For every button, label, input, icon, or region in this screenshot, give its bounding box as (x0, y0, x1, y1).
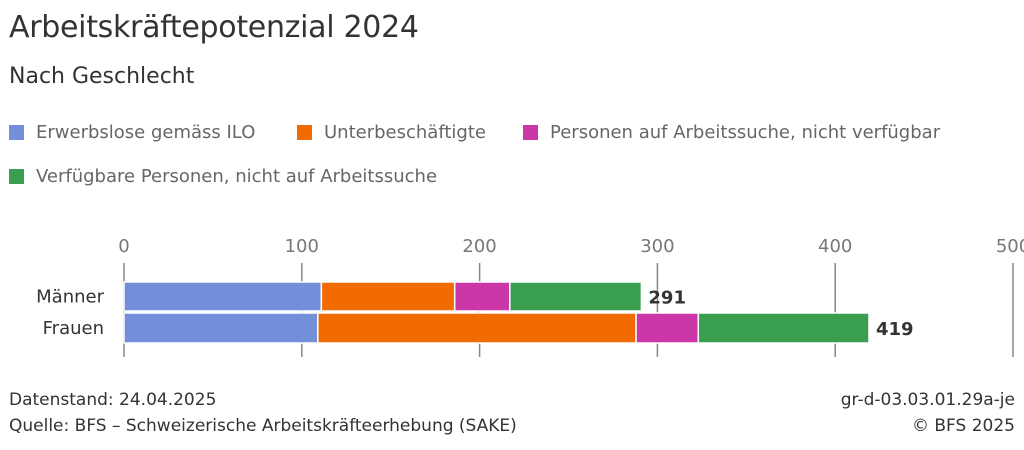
legend-label: Erwerbslose gemäss ILO (36, 122, 256, 143)
legend-label: Verfügbare Personen, nicht auf Arbeitssu… (36, 166, 438, 187)
footer-copyright: © BFS 2025 (911, 416, 1015, 436)
legend-swatch (523, 125, 538, 140)
bar-segment (123, 281, 323, 312)
legend-item[interactable]: Personen auf Arbeitssuche, nicht verfügb… (523, 122, 940, 143)
x-tick-label: 0 (118, 236, 129, 257)
legend-item[interactable]: Verfügbare Personen, nicht auf Arbeitssu… (9, 166, 437, 187)
legend-swatch (9, 169, 24, 184)
x-tick-label: 500 (996, 236, 1024, 257)
bar-segment (320, 281, 456, 312)
legend-label: Personen auf Arbeitssuche, nicht verfügb… (550, 122, 941, 143)
total-label: 419 (876, 319, 914, 340)
x-tick-label: 100 (285, 236, 319, 257)
legend-item[interactable]: Erwerbslose gemäss ILO (9, 122, 255, 143)
bar-segment (509, 281, 643, 312)
legend-swatch (297, 125, 312, 140)
bar-segment (317, 312, 637, 344)
footer-code: gr-d-03.03.01.29a-je (840, 390, 1015, 410)
x-tick-label: 200 (462, 236, 496, 257)
legend-item[interactable]: Unterbeschäftigte (297, 122, 486, 143)
footer-date: Datenstand: 24.04.2025 (9, 390, 217, 410)
footer-source: Quelle: BFS – Schweizerische Arbeitskräf… (9, 416, 517, 436)
bar-segment (697, 312, 870, 344)
legend-swatch (9, 125, 24, 140)
legend-label: Unterbeschäftigte (324, 122, 486, 143)
bar-segment (635, 312, 700, 344)
bar-segment (453, 281, 511, 312)
category-label: Frauen (43, 318, 104, 339)
category-label: Männer (36, 287, 104, 308)
x-tick-label: 300 (640, 236, 674, 257)
x-tick-label: 400 (818, 236, 852, 257)
chart-title: Arbeitskräftepotenzial 2024 (9, 10, 419, 45)
bar-segment (123, 312, 319, 344)
chart-subtitle: Nach Geschlecht (9, 64, 195, 89)
total-label: 291 (648, 288, 686, 309)
